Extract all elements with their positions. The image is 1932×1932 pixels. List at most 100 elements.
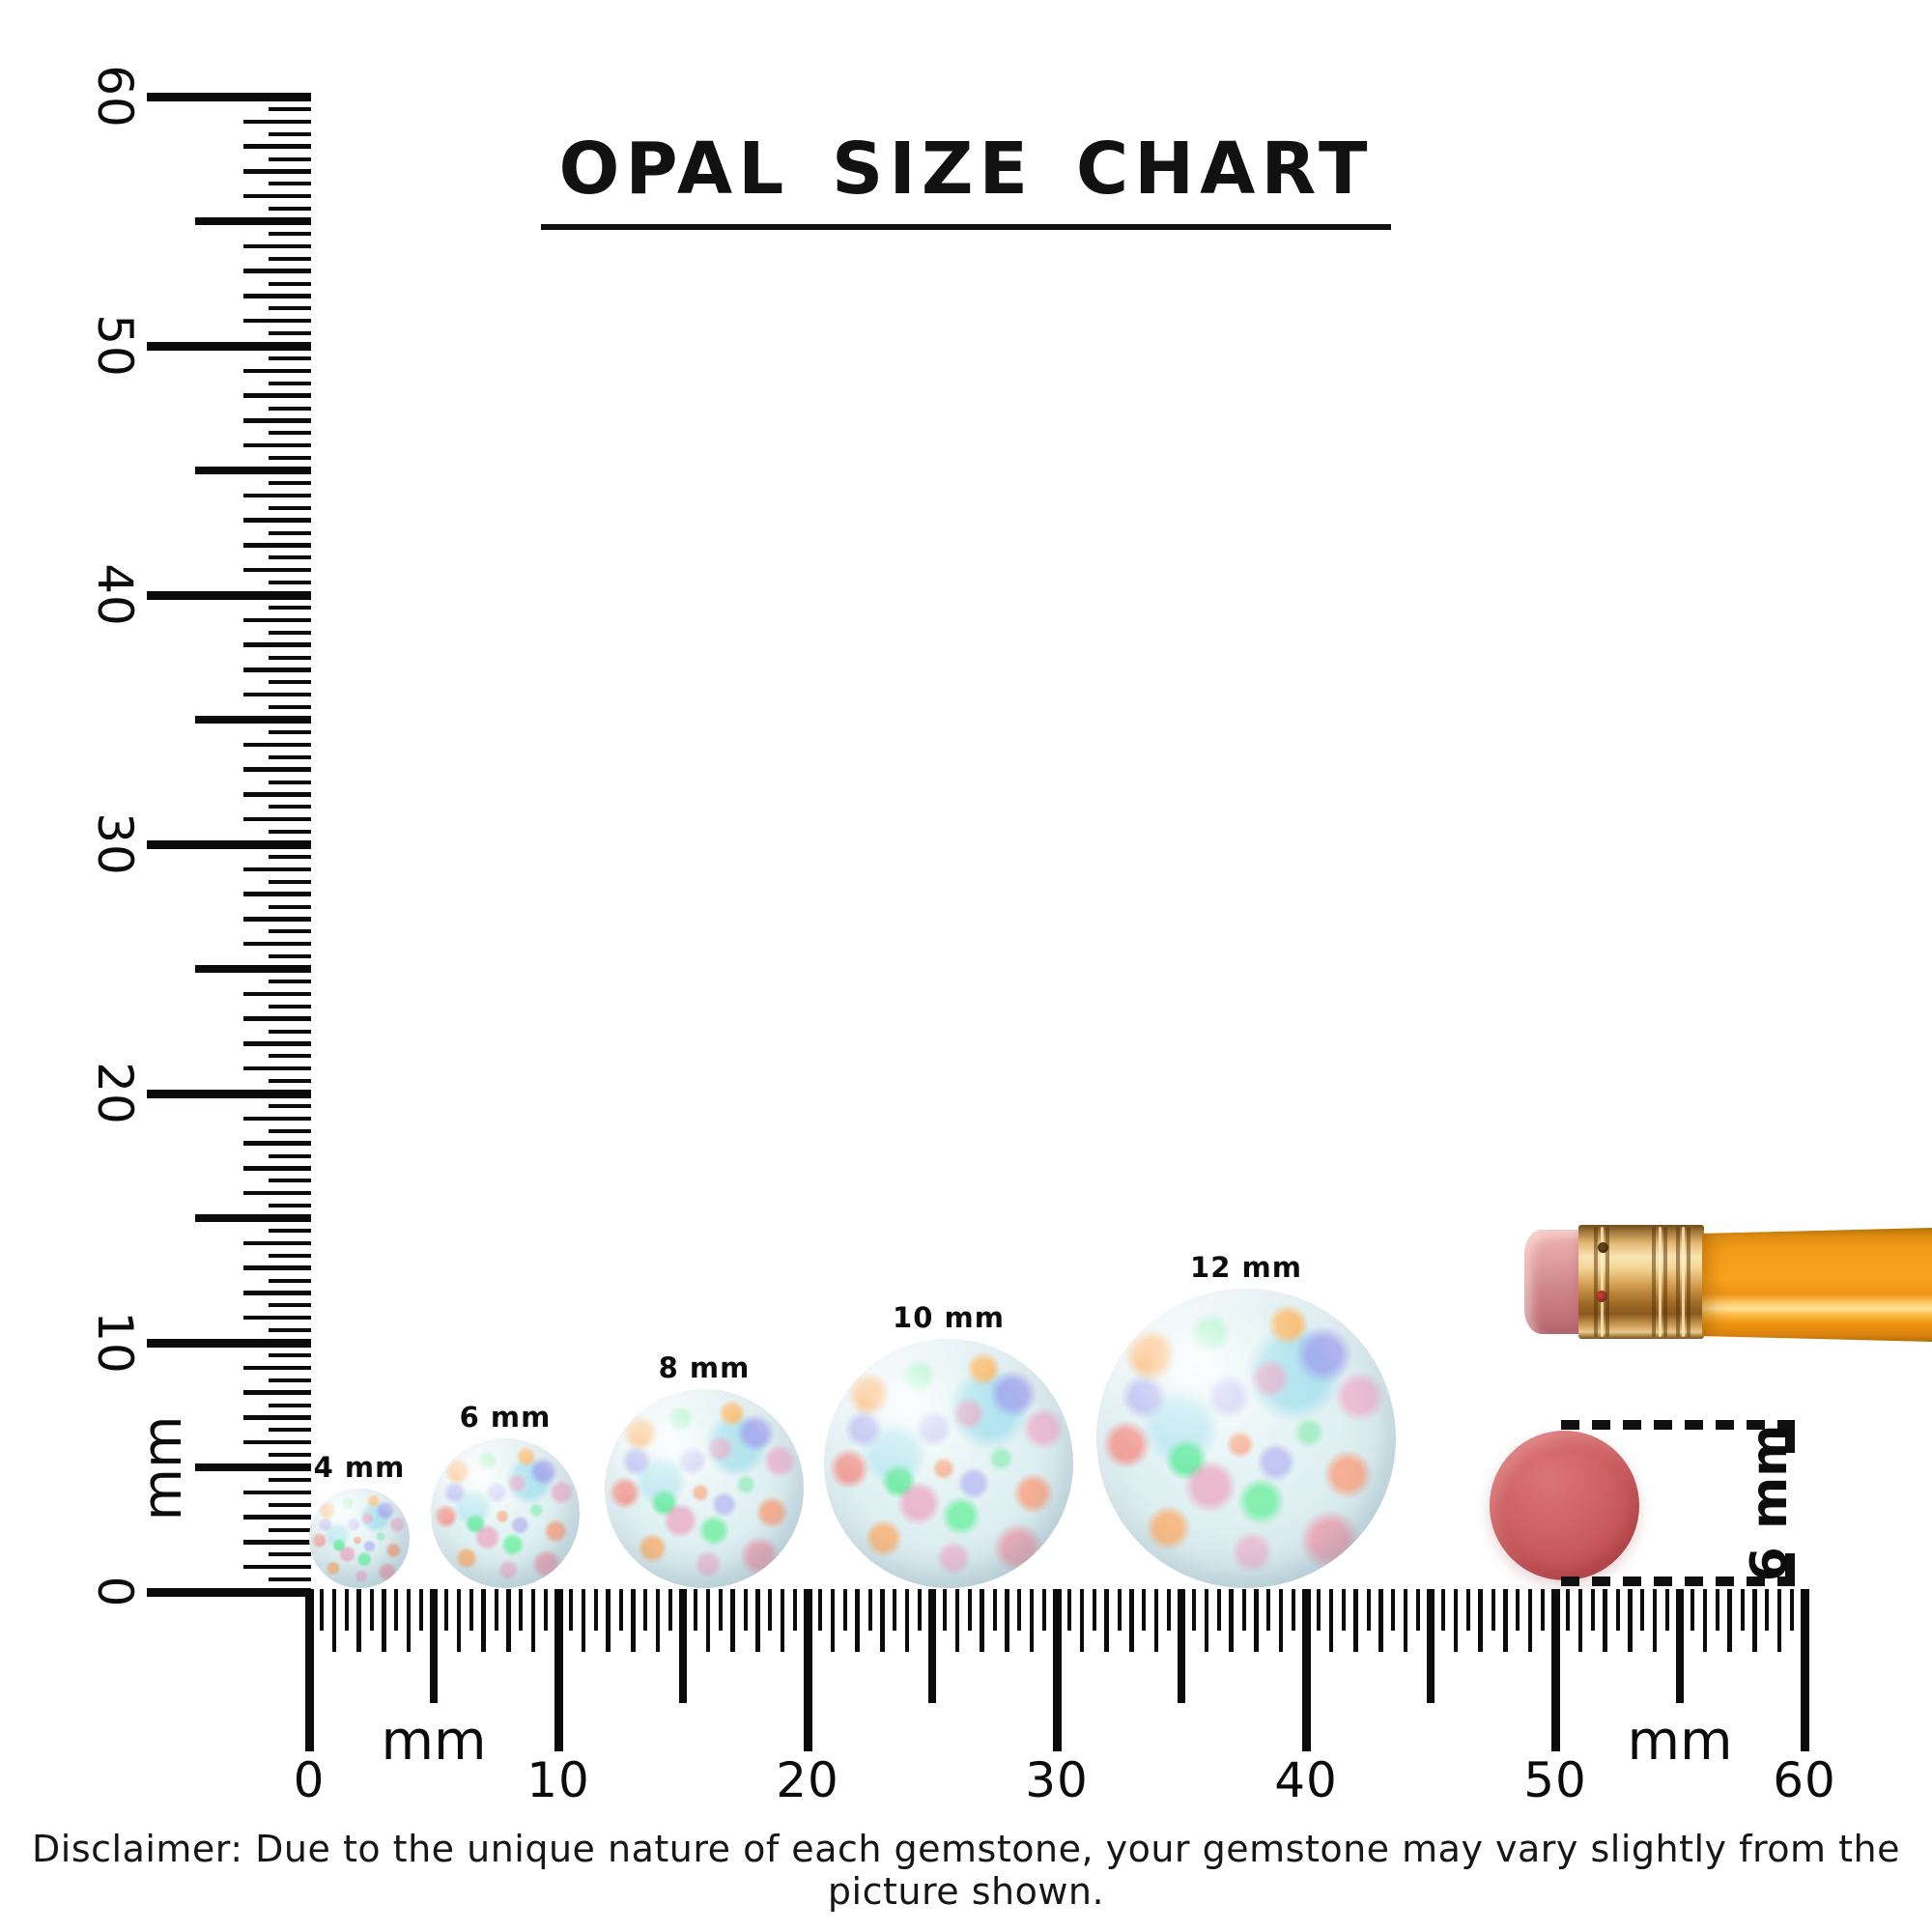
h-ruler-tick (842, 1589, 847, 1631)
ferrule-rivet-icon (1596, 1291, 1607, 1302)
h-ruler-label-30: 30 (1025, 1752, 1089, 1808)
v-ruler-tick (243, 567, 311, 573)
h-ruler-tick (1341, 1589, 1346, 1631)
h-ruler-tick (718, 1589, 723, 1631)
v-ruler-tick (243, 1490, 311, 1495)
h-ruler-tick (1565, 1589, 1570, 1631)
h-ruler-tick (304, 1589, 314, 1751)
h-ruler-tick (331, 1589, 337, 1652)
v-ruler-tick (243, 1166, 311, 1171)
v-ruler-tick (269, 1004, 311, 1009)
h-ruler-tick (867, 1589, 872, 1631)
h-ruler-tick (481, 1589, 486, 1652)
opal-12mm (1096, 1289, 1396, 1588)
v-ruler-tick (147, 1587, 311, 1597)
v-ruler-label-40: 40 (87, 563, 143, 627)
h-ruler-tick (668, 1589, 673, 1631)
ferrule-crimp-highlight (1601, 1227, 1604, 1337)
h-ruler-tick (419, 1589, 424, 1631)
v-ruler-tick (243, 144, 311, 149)
h-ruler-tick (430, 1589, 438, 1703)
h-ruler-tick (1715, 1589, 1719, 1631)
v-ruler-tick (269, 954, 311, 959)
ferrule-crimp-line (1605, 1227, 1609, 1337)
v-ruler-tick (269, 431, 311, 436)
h-ruler-tick (1129, 1589, 1134, 1652)
v-ruler-tick (243, 1564, 311, 1570)
ferrule-crimp-highlight (1682, 1227, 1685, 1337)
v-ruler-tick (243, 816, 311, 822)
h-ruler-tick (1066, 1589, 1071, 1631)
v-ruler-tick (243, 792, 311, 797)
v-ruler-tick (243, 1390, 311, 1395)
v-ruler-label-20: 20 (87, 1062, 143, 1125)
v-ruler-tick (269, 904, 311, 909)
v-ruler-tick (243, 1190, 311, 1196)
v-ruler-tick (243, 668, 311, 672)
h-ruler-tick (1640, 1589, 1645, 1631)
h-ruler-tick (1590, 1589, 1595, 1631)
v-ruler-tick (243, 917, 311, 922)
vertical-ruler-unit-label: mm (130, 1415, 194, 1521)
ferrule-crimp-line (1663, 1227, 1667, 1337)
dashed-measure-line-bottom (1561, 1577, 1795, 1586)
h-ruler-tick (1541, 1589, 1546, 1631)
v-ruler-tick (243, 269, 311, 273)
v-ruler-tick (269, 705, 311, 710)
h-ruler-tick (1690, 1589, 1694, 1631)
h-ruler-tick (319, 1589, 324, 1631)
h-ruler-tick (544, 1589, 549, 1631)
ferrule-rivet-icon (1598, 1242, 1608, 1253)
h-ruler-tick (954, 1589, 960, 1652)
v-ruler-tick (269, 780, 311, 784)
v-ruler-tick (269, 456, 311, 461)
h-ruler-tick (382, 1589, 386, 1652)
h-ruler-tick (1292, 1589, 1296, 1631)
h-ruler-tick (1167, 1589, 1172, 1631)
v-ruler-tick (269, 1103, 311, 1108)
h-ruler-tick (780, 1589, 785, 1652)
v-ruler-tick (243, 767, 311, 772)
h-ruler-tick (581, 1589, 586, 1652)
v-ruler-tick (269, 1453, 311, 1458)
h-ruler-tick (1491, 1589, 1495, 1631)
v-ruler-tick (243, 193, 311, 199)
h-ruler-tick (1516, 1589, 1520, 1631)
v-ruler-tick (243, 617, 311, 623)
h-ruler-tick (755, 1589, 760, 1652)
h-ruler-tick (1403, 1589, 1408, 1652)
v-ruler-tick (243, 1240, 311, 1246)
v-ruler-tick (269, 1352, 311, 1357)
v-ruler-tick (269, 1153, 311, 1158)
opal-10mm (824, 1339, 1073, 1588)
v-ruler-tick (243, 692, 311, 697)
v-ruler-tick (243, 294, 311, 298)
h-ruler-tick (967, 1589, 972, 1631)
h-ruler-tick (1005, 1589, 1009, 1652)
h-ruler-tick (803, 1589, 812, 1751)
h-ruler-tick (705, 1589, 711, 1652)
h-ruler-tick (1079, 1589, 1085, 1652)
v-ruler-tick (243, 1116, 311, 1122)
v-ruler-tick (243, 1141, 311, 1146)
h-ruler-tick (1478, 1589, 1483, 1652)
ferrule-crimp-line (1687, 1227, 1690, 1337)
h-ruler-tick (1266, 1589, 1271, 1631)
dashed-measure-end-top (1785, 1430, 1795, 1453)
v-ruler-tick (269, 1403, 311, 1407)
ferrule-crimp-line (1594, 1227, 1598, 1337)
v-ruler-tick (269, 530, 311, 535)
v-ruler-label-0: 0 (87, 1576, 143, 1608)
v-ruler-tick (269, 281, 311, 286)
h-ruler-tick (618, 1589, 623, 1631)
h-ruler-tick (1353, 1589, 1358, 1652)
v-ruler-tick (269, 406, 311, 411)
horizontal-ruler-unit-label-left: mm (381, 1710, 487, 1773)
h-ruler-tick (1254, 1589, 1259, 1652)
v-ruler-tick (269, 1502, 311, 1507)
h-ruler-tick (880, 1589, 885, 1652)
v-ruler-tick (269, 830, 311, 835)
v-ruler-tick (243, 941, 311, 947)
v-ruler-tick (243, 1415, 311, 1420)
v-ruler-tick (269, 306, 311, 311)
